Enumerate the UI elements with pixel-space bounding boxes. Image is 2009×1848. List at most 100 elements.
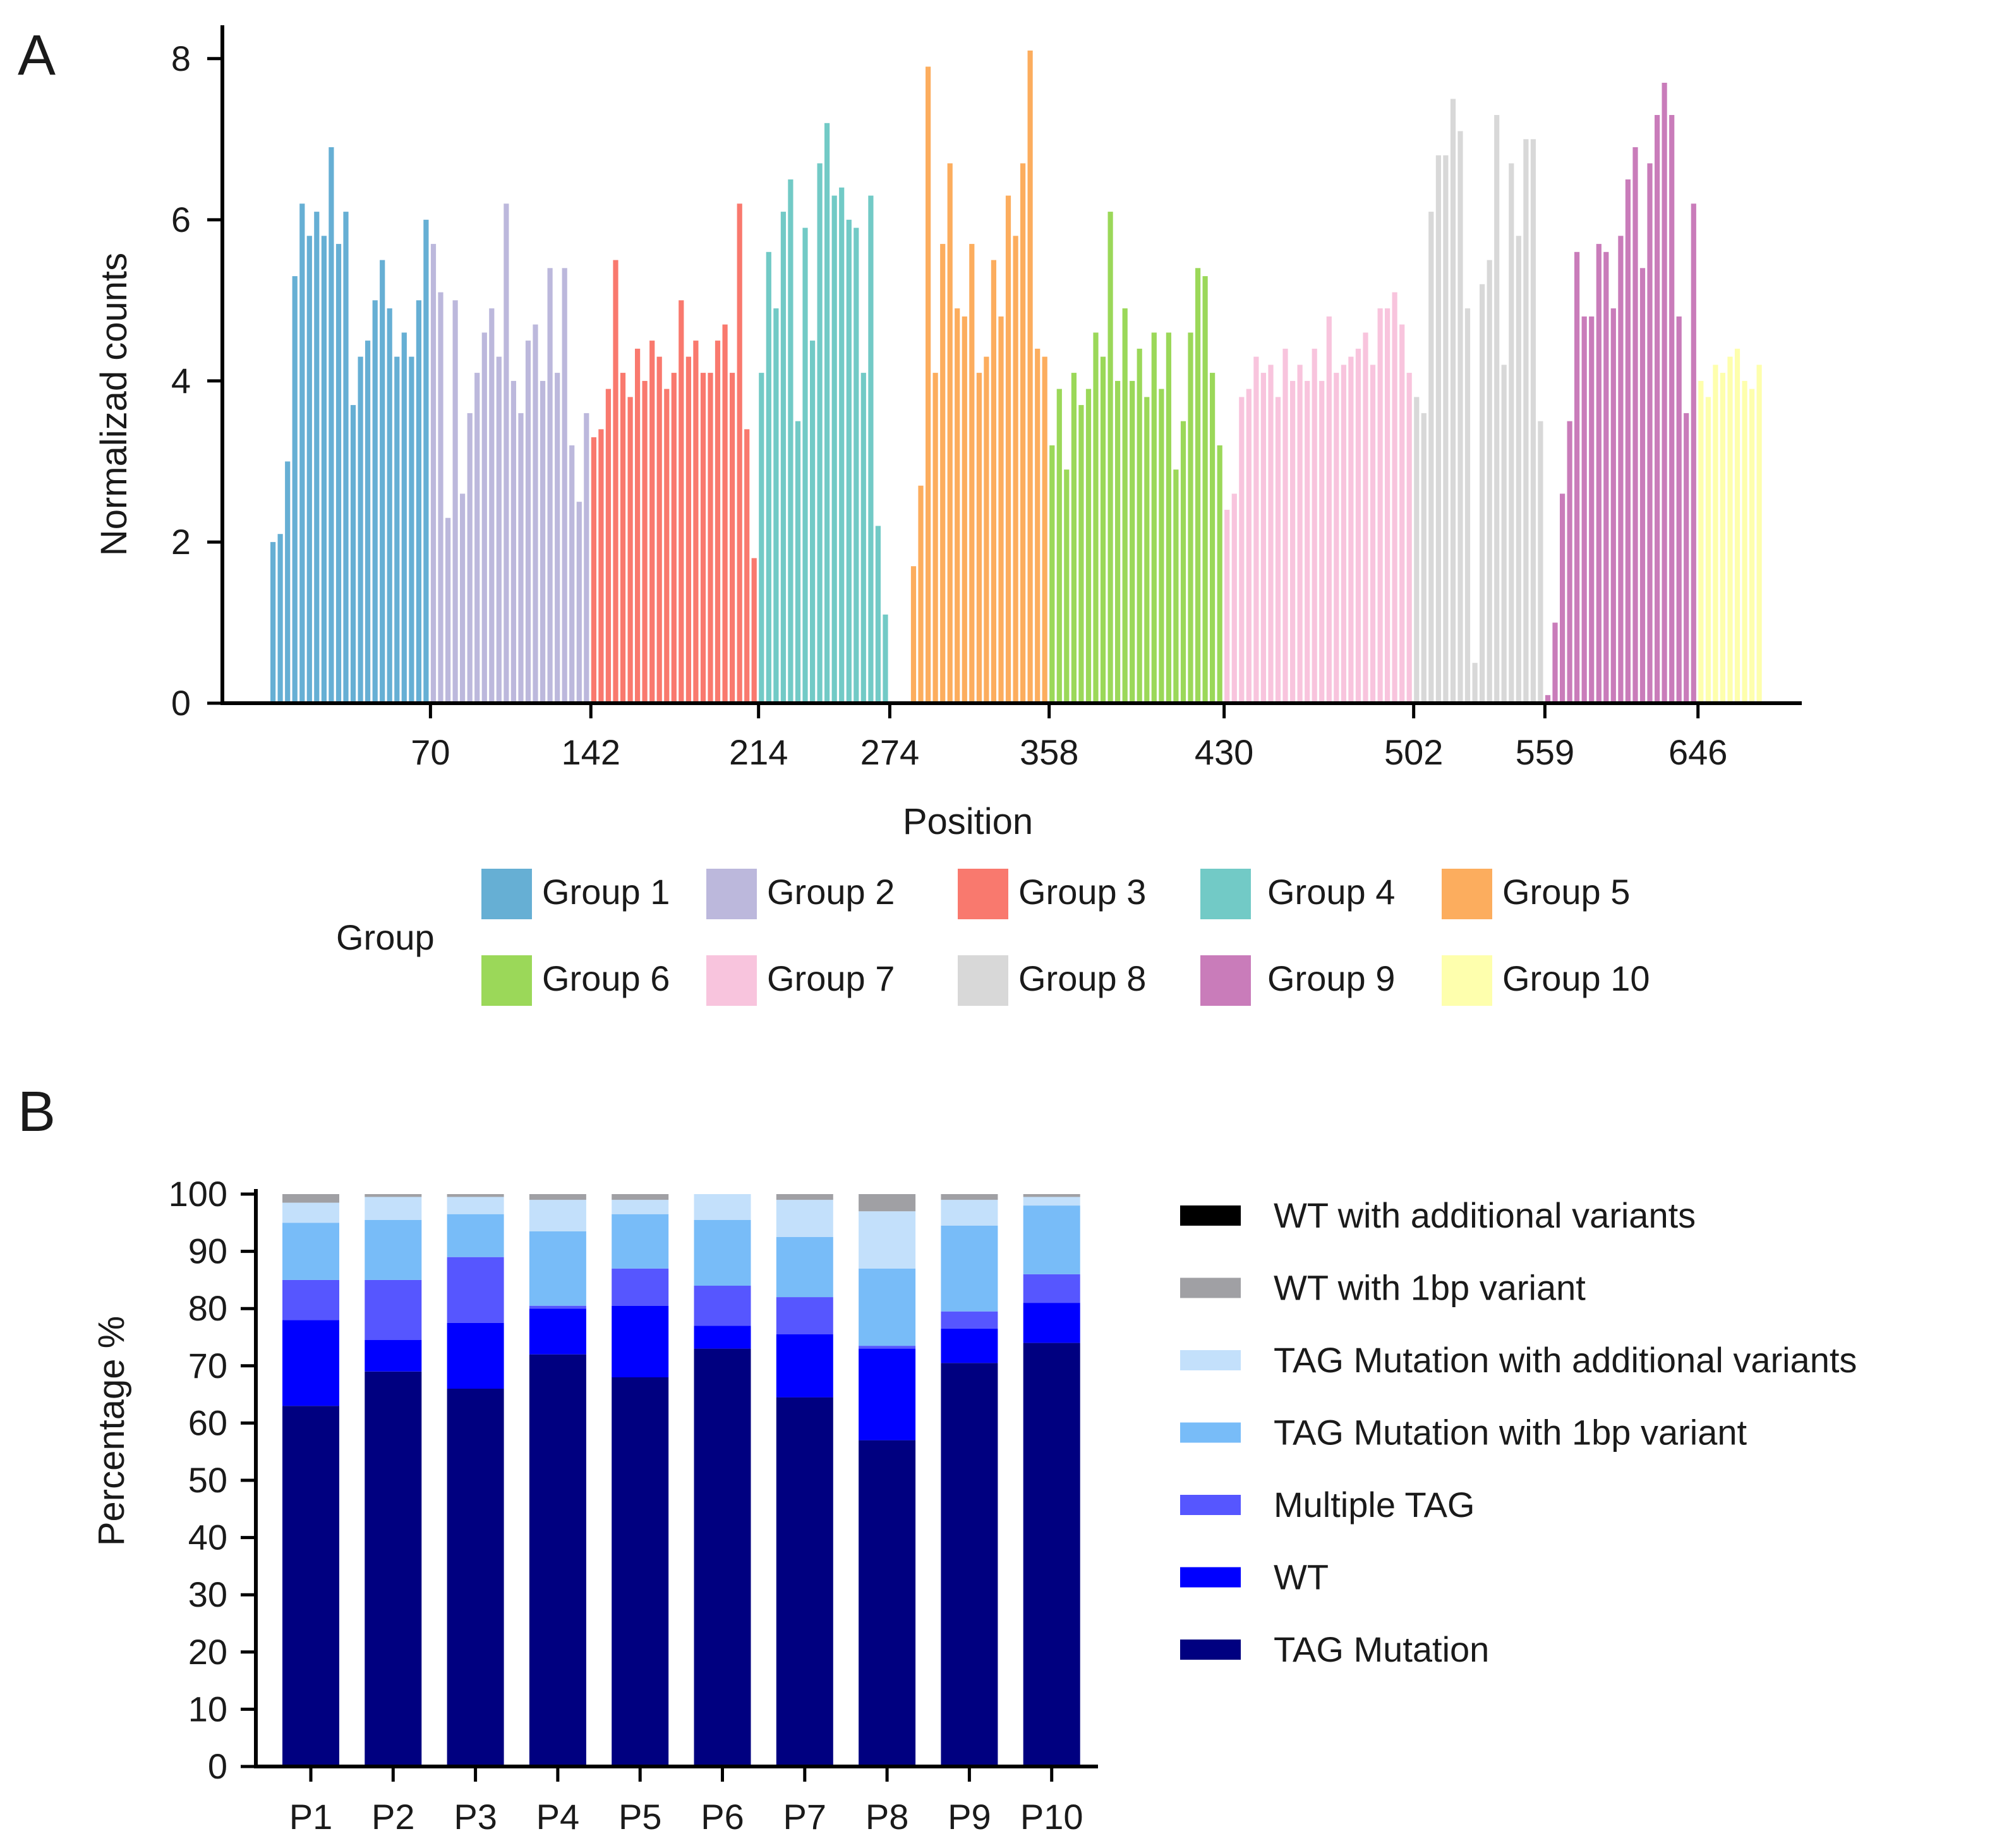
bar-p1-wt	[282, 1320, 339, 1406]
bar-group-9-11	[1618, 236, 1624, 703]
bar-group-9-5	[1574, 251, 1580, 703]
bar-group-4-1	[759, 373, 764, 703]
bar-p10-tag-mutation-with-1bp-variant	[1023, 1205, 1080, 1274]
bar-group-8-3	[1428, 212, 1434, 704]
bar-group-2-15	[533, 324, 538, 703]
bar-p8-wt-with-1bp-variant	[859, 1194, 916, 1212]
bar-group-4-6	[795, 421, 801, 703]
bar-p1-tag-mutation	[282, 1406, 339, 1766]
chart-b-x-tick-label-p2: P2	[371, 1797, 415, 1837]
bar-group-3-13	[679, 300, 684, 703]
legend-swatch-group-8	[958, 955, 1008, 1006]
bar-p4-wt	[529, 1308, 586, 1355]
bar-group-9-10	[1610, 308, 1616, 704]
legend-label-multiple-tag: Multiple TAG	[1274, 1485, 1475, 1525]
bar-group-1-11	[343, 212, 349, 704]
chart-a-x-tick-label-358: 358	[1020, 732, 1078, 772]
bar-group-2-13	[518, 413, 524, 703]
bar-group-9-4	[1567, 421, 1572, 703]
bar-group-9-7	[1589, 316, 1595, 703]
bar-group-3-14	[685, 356, 691, 703]
bar-group-10-3	[1713, 365, 1718, 703]
chart-b-y-tick-label-90: 90	[188, 1231, 227, 1271]
bar-group-5-4	[932, 373, 938, 703]
bar-group-9-20	[1684, 413, 1689, 703]
bar-group-5-19	[1042, 356, 1047, 703]
bar-group-10-8	[1749, 389, 1755, 703]
bar-group-6-15	[1151, 332, 1157, 703]
bar-p4-multiple-tag	[529, 1305, 586, 1309]
chart-a-axes: 0 2 4 6 8 70 142 214 274 358 430 502 559 646	[171, 25, 1802, 772]
bar-group-9-9	[1603, 251, 1609, 703]
bar-group-2-17	[547, 268, 553, 703]
chart-a-x-tick-label-70: 70	[411, 732, 450, 772]
bar-group-2-6	[467, 413, 473, 703]
legend-swatch-group-6	[481, 955, 532, 1006]
bar-p9-tag-mutation-with-additional-variants	[941, 1200, 998, 1226]
bar-p2-multiple-tag	[365, 1279, 422, 1340]
bar-group-1-21	[416, 300, 421, 703]
bar-group-9-14	[1639, 268, 1646, 703]
bar-group-5-16	[1020, 163, 1026, 703]
legend-label-group-4: Group 4	[1267, 872, 1395, 912]
bar-p5-tag-mutation	[612, 1377, 669, 1766]
chart-a-legend-title: Group	[336, 917, 435, 957]
bar-p8-multiple-tag	[859, 1346, 916, 1349]
bar-group-5-2	[918, 485, 924, 703]
bar-group-2-19	[562, 268, 567, 703]
bar-group-3-12	[671, 373, 677, 703]
chart-b-x-tick-label-p1: P1	[289, 1797, 333, 1837]
bar-group-2-3	[445, 517, 451, 703]
legend-swatch-group-3	[958, 869, 1008, 919]
bar-group-7-15	[1326, 316, 1332, 703]
bar-group-8-6	[1450, 99, 1456, 703]
bar-p9-tag-mutation-with-1bp-variant	[941, 1225, 998, 1312]
bar-p5-tag-mutation-with-1bp-variant	[612, 1214, 669, 1269]
bar-p7-wt-with-1bp-variant	[776, 1194, 833, 1200]
bar-group-2-12	[510, 380, 516, 703]
bar-group-5-9	[969, 244, 975, 704]
bar-group-2-10	[496, 356, 502, 703]
bar-p3-tag-mutation-with-1bp-variant	[447, 1214, 504, 1257]
chart-a-legend: Group Group 1 Group 2 Group 3 Group 4 Group …	[336, 869, 1650, 1006]
bar-p2-tag-mutation	[365, 1371, 422, 1766]
bar-group-7-1	[1224, 509, 1230, 703]
bar-group-1-13	[358, 356, 363, 703]
bar-group-8-11	[1487, 260, 1492, 704]
bar-group-1-4	[292, 276, 298, 704]
bar-group-7-6	[1260, 373, 1266, 703]
legend-swatch-wt-with-1bp-variant	[1180, 1277, 1241, 1298]
bar-group-3-9	[649, 341, 655, 703]
bar-group-5-12	[991, 260, 996, 704]
bar-group-6-6	[1085, 389, 1092, 703]
bar-p5-multiple-tag	[612, 1268, 669, 1306]
bar-group-7-22	[1377, 308, 1383, 704]
bar-group-2-5	[460, 493, 466, 703]
bar-group-7-25	[1399, 324, 1405, 703]
chart-a-bars	[270, 51, 1762, 704]
bar-group-9-2	[1552, 622, 1558, 703]
bar-p3-wt	[447, 1322, 504, 1389]
bar-group-4-18	[883, 614, 888, 703]
bar-group-10-9	[1756, 365, 1762, 703]
bar-group-6-16	[1159, 389, 1164, 703]
legend-label-group-5: Group 5	[1502, 872, 1630, 912]
chart-b: 0 10 20 30 40 50 60 70 80 90 100 P1 P2 P3 P4 P5 P6 P7 P8 P9…	[91, 1174, 1857, 1837]
bar-group-9-13	[1632, 147, 1638, 703]
bar-group-4-17	[875, 526, 881, 703]
legend-label-wt-with-additional-variants: WT with additional variants	[1274, 1195, 1696, 1235]
bar-group-9-8	[1596, 244, 1602, 704]
bar-group-9-12	[1625, 179, 1631, 703]
bar-group-2-1	[430, 244, 437, 704]
bar-group-5-13	[998, 316, 1004, 703]
bar-group-6-22	[1202, 276, 1208, 704]
chart-b-legend: WT with additional variants WT with 1bp v…	[1180, 1195, 1857, 1669]
bar-group-7-10	[1290, 380, 1296, 703]
bar-p10-tag-mutation	[1023, 1343, 1080, 1766]
bar-group-5-14	[1005, 195, 1011, 704]
bar-group-3-10	[656, 356, 662, 703]
bar-group-6-20	[1188, 332, 1193, 703]
bar-group-1-22	[423, 219, 429, 703]
bar-group-9-16	[1655, 115, 1660, 703]
bar-group-7-24	[1392, 292, 1397, 704]
